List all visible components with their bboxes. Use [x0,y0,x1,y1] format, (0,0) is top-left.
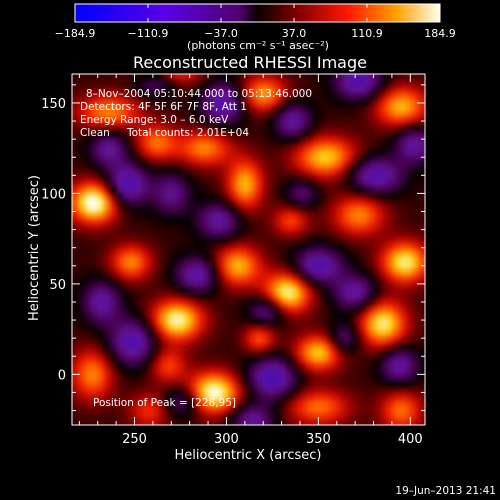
colorbar: −184.9 −110.9 −37.0 37.0 110.9 184.9 (photons… [55,3,456,52]
x-axis-ticks: 250 300 350 400 [78,74,423,447]
annotation-time-range: 8–Nov–2004 05:10:44.000 to 05:13:46.000 [86,88,312,100]
colorbar-tick-label: −110.9 [128,27,169,40]
image-annotations: 8–Nov–2004 05:10:44.000 to 05:13:46.000 … [80,88,312,409]
annotation-peak-position: Position of Peak = [228,95] [93,397,236,409]
y-axis-ticks: 0 50 100 150 [41,84,425,412]
colorbar-tick-label: 184.9 [424,27,456,40]
colorbar-ticks: −184.9 −110.9 −37.0 37.0 110.9 184.9 [55,4,456,40]
heatmap-image [72,74,425,425]
plot-frame [71,73,426,426]
annotation-total-counts: Total counts: 2.01E+04 [126,127,249,139]
heatmap-raster [72,74,425,425]
colorbar-tick-label: 110.9 [351,27,383,40]
y-axis-label: Heliocentric Y (arcsec) [27,175,42,321]
chart-title: Reconstructed RHESSI Image [133,53,367,72]
x-axis-label: Heliocentric X (arcsec) [175,448,322,463]
y-tick-label: 50 [49,278,66,293]
colorbar-tick-label: 37.0 [282,27,307,40]
x-tick-label: 250 [122,432,147,447]
colorbar-tick-label: −37.0 [204,27,238,40]
y-tick-label: 150 [41,97,66,112]
x-tick-label: 300 [214,432,239,447]
annotation-method: Clean [80,127,110,139]
colorbar-tick-label: −184.9 [55,27,96,40]
colorbar-strip [74,3,441,23]
footer-date: 19–Jun–2013 21:41 [395,485,496,497]
x-tick-label: 350 [306,432,331,447]
y-tick-label: 100 [41,187,66,202]
colorbar-units-label: (photons cm⁻² s⁻¹ asec⁻²) [187,39,329,52]
annotation-energy-range: Energy Range: 3.0 – 6.0 keV [80,114,229,126]
x-tick-label: 400 [398,432,423,447]
y-tick-label: 0 [58,368,66,383]
annotation-detectors: Detectors: 4F 5F 6F 7F 8F, Att 1 [80,101,247,113]
